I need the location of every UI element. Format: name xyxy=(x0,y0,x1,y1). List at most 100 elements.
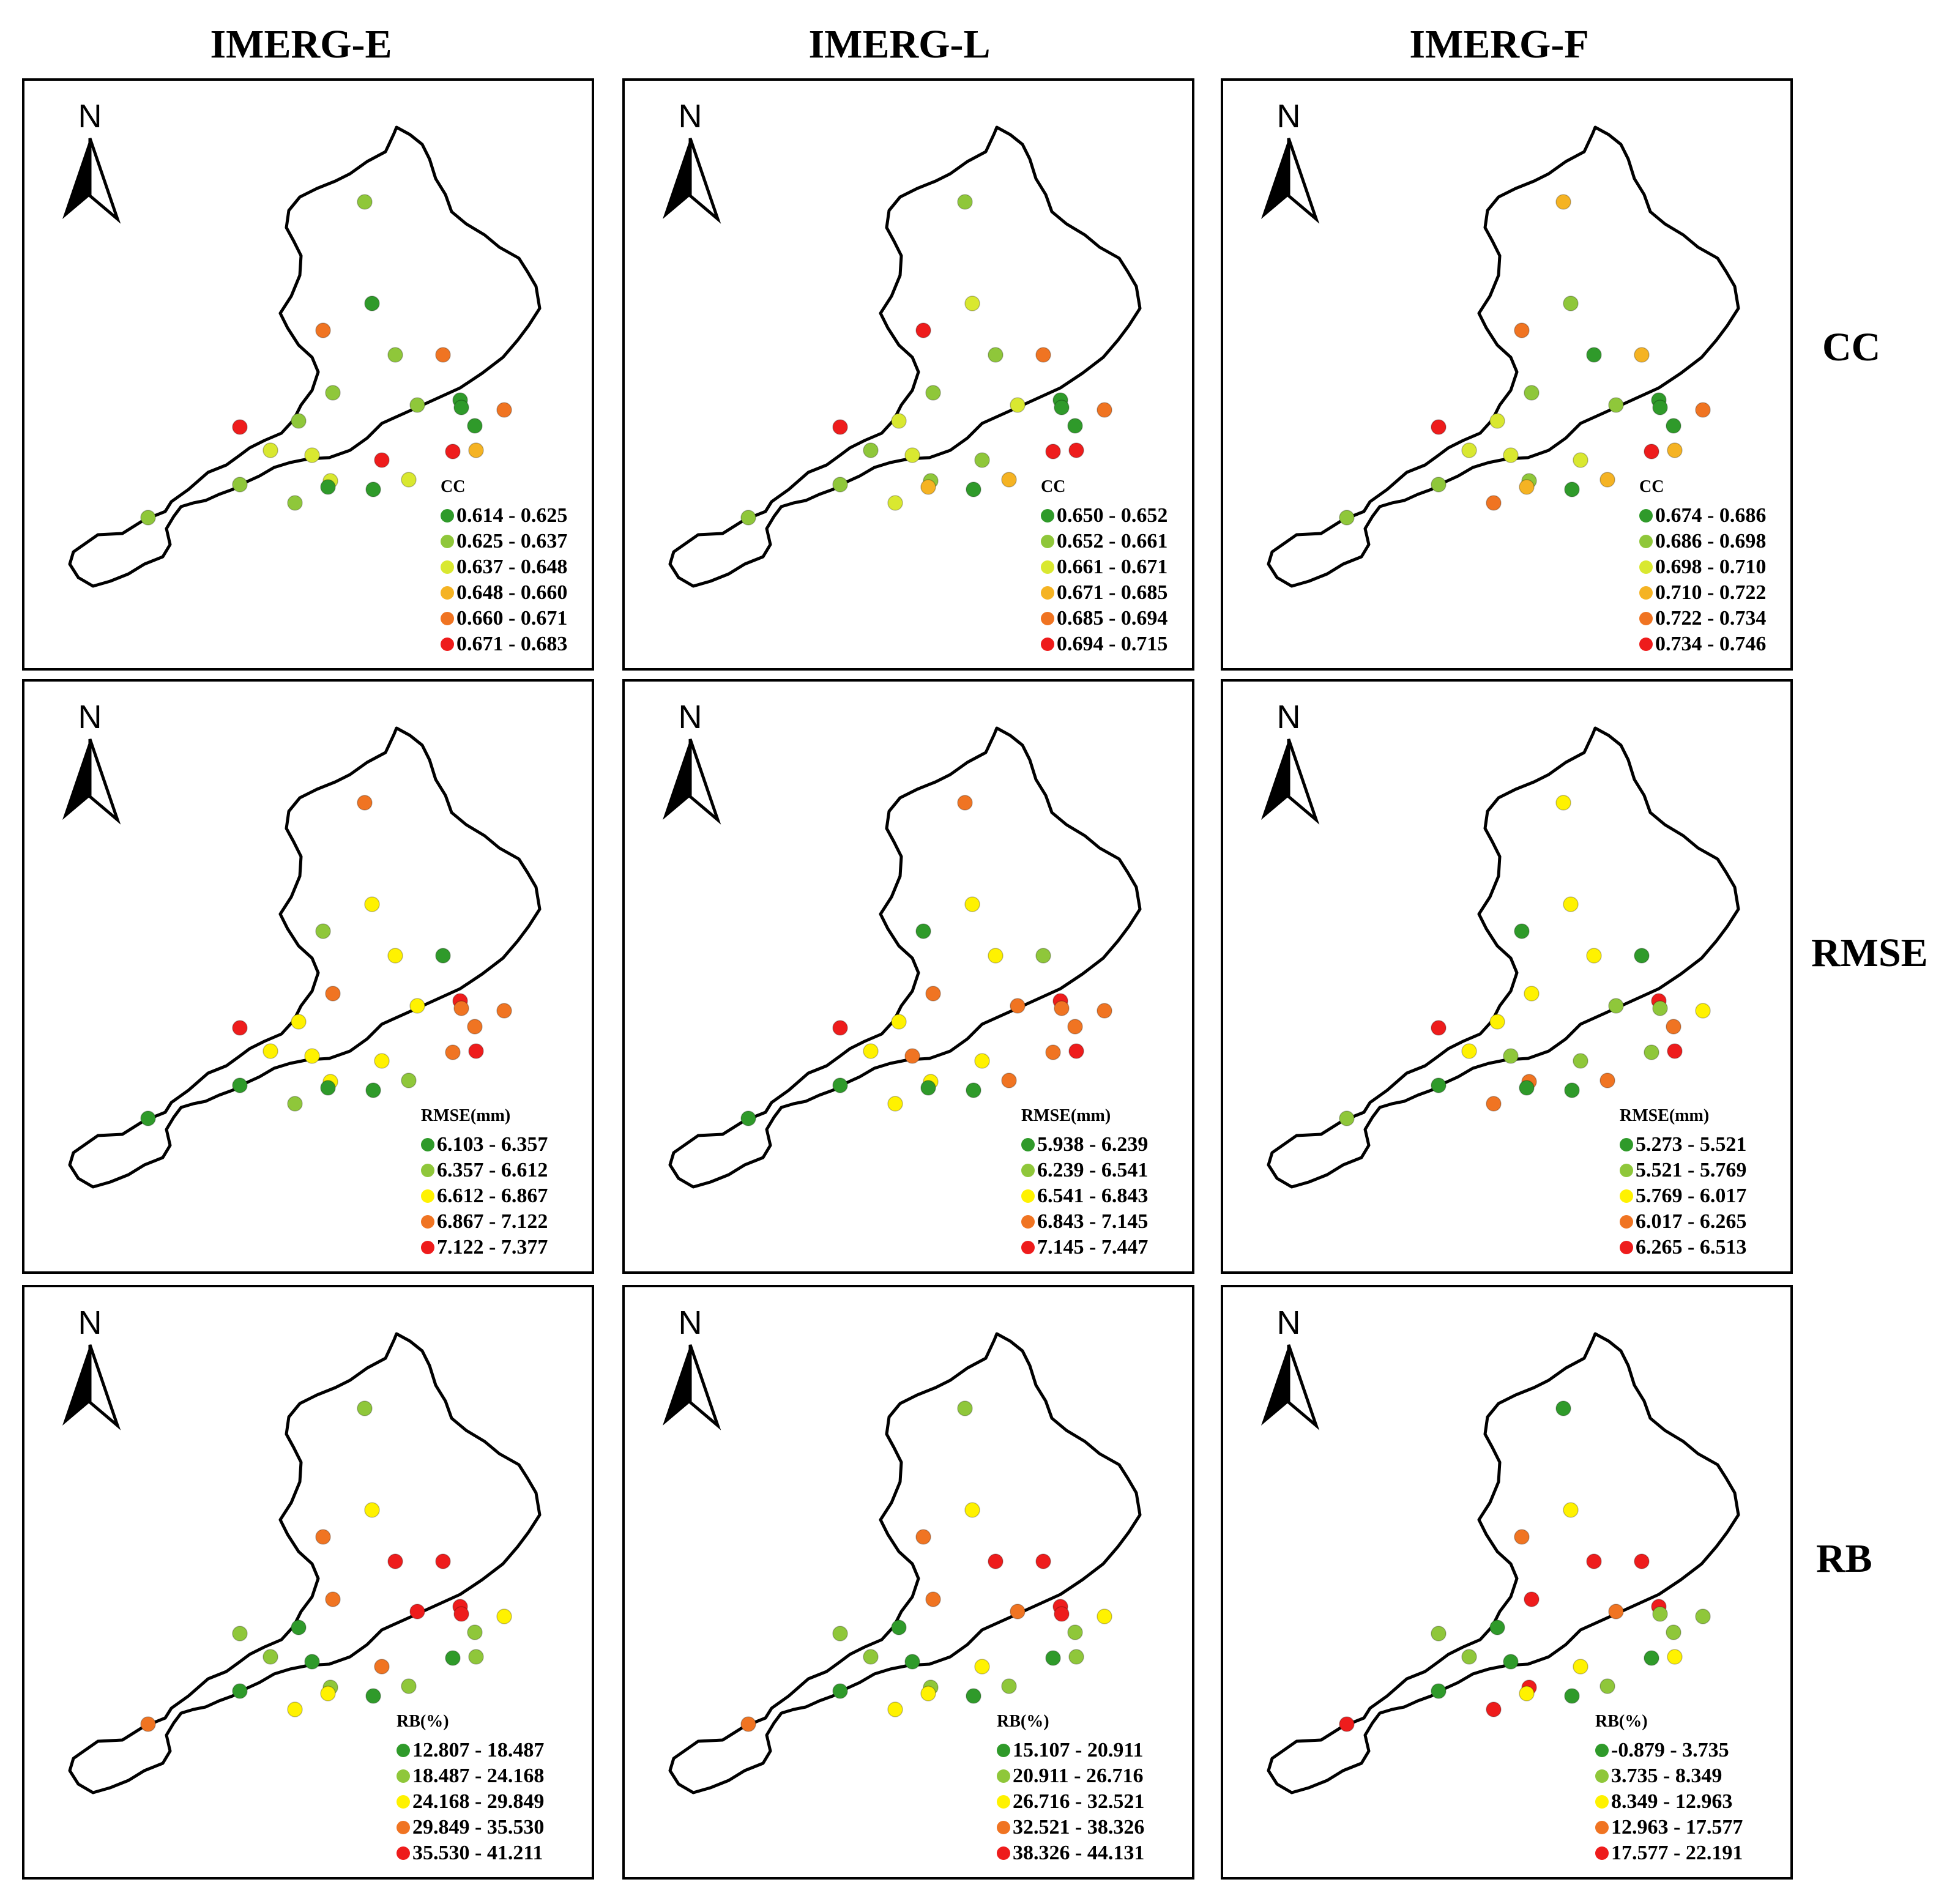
legend-label: 0.710 - 0.722 xyxy=(1655,581,1767,604)
legend-item: 0.694 - 0.715 xyxy=(1041,631,1167,657)
station-point xyxy=(232,1077,248,1093)
station-point xyxy=(1097,1608,1112,1624)
legend-label: 6.017 - 6.265 xyxy=(1636,1210,1747,1233)
station-point xyxy=(1431,419,1447,435)
legend-item: 0.625 - 0.637 xyxy=(441,529,567,554)
legend-swatch-icon xyxy=(1041,509,1054,522)
station-point xyxy=(832,477,848,493)
station-point xyxy=(374,452,390,468)
north-arrow-icon xyxy=(663,1344,721,1430)
station-point xyxy=(891,1620,907,1635)
station-point xyxy=(957,1400,973,1416)
station-point xyxy=(325,986,341,1002)
legend-label: 32.521 - 38.326 xyxy=(1013,1816,1145,1839)
legend-item: 6.239 - 6.541 xyxy=(1021,1158,1148,1183)
legend-swatch-icon xyxy=(1021,1241,1035,1254)
station-point xyxy=(325,385,341,401)
station-point xyxy=(1054,1606,1070,1622)
station-point xyxy=(1555,795,1571,811)
station-point xyxy=(1555,1400,1571,1416)
legend-swatch-icon xyxy=(1595,1846,1609,1860)
station-point xyxy=(1599,1678,1615,1694)
legend-title: CC xyxy=(441,477,466,496)
station-point xyxy=(445,1044,461,1060)
legend-swatch-icon xyxy=(1639,586,1653,600)
station-point xyxy=(1666,418,1681,434)
legend-label: 0.686 - 0.698 xyxy=(1655,530,1767,552)
station-point xyxy=(1461,1043,1477,1059)
north-arrow-icon xyxy=(663,138,721,224)
legend-item: 6.612 - 6.867 xyxy=(421,1183,548,1209)
legend-swatch-icon xyxy=(441,560,454,574)
legend-item: 6.843 - 7.145 xyxy=(1021,1209,1148,1235)
station-point xyxy=(1563,296,1579,311)
station-point xyxy=(1010,1604,1026,1620)
legend-item: 6.265 - 6.513 xyxy=(1620,1235,1746,1260)
station-point xyxy=(453,1000,469,1016)
station-point xyxy=(1431,1077,1447,1093)
station-point xyxy=(496,1003,512,1019)
station-point xyxy=(925,1591,941,1607)
basin-boundary xyxy=(668,125,1142,588)
legend: RMSE(mm) 5.273 - 5.521 5.521 - 5.769 5.769 … xyxy=(1620,1106,1746,1260)
legend-label: 12.963 - 17.577 xyxy=(1611,1816,1743,1839)
legend-title: RB(%) xyxy=(997,1712,1049,1731)
basin-boundary xyxy=(1267,125,1740,588)
station-point xyxy=(387,347,403,363)
legend-label: 5.769 - 6.017 xyxy=(1636,1184,1747,1207)
legend-label: 5.273 - 5.521 xyxy=(1636,1133,1747,1156)
legend-swatch-icon xyxy=(1041,586,1054,600)
legend-item: 38.326 - 44.131 xyxy=(997,1840,1144,1866)
station-point xyxy=(374,1659,390,1675)
station-point xyxy=(1644,1650,1659,1666)
station-point xyxy=(964,296,980,311)
station-point xyxy=(1514,923,1530,939)
station-point xyxy=(291,413,307,429)
legend-item: 8.349 - 12.963 xyxy=(1595,1789,1743,1815)
column-title-imerg-e: IMERG-E xyxy=(210,22,392,67)
basin-boundary xyxy=(668,726,1142,1189)
station-point xyxy=(232,477,248,493)
legend-swatch-icon xyxy=(997,1795,1010,1809)
basin-boundary xyxy=(68,1332,542,1794)
legend-label: 0.614 - 0.625 xyxy=(456,504,568,527)
basin-map xyxy=(68,726,542,1189)
legend: RB(%) -0.879 - 3.735 3.735 - 8.349 8.349 - … xyxy=(1595,1712,1743,1866)
north-arrow: N xyxy=(1255,700,1322,825)
station-point xyxy=(1608,397,1624,413)
station-point xyxy=(863,442,879,458)
legend-label: 6.843 - 7.145 xyxy=(1037,1210,1149,1233)
station-point xyxy=(315,322,331,338)
station-point xyxy=(232,1683,248,1699)
map-panel-rmse-imerg-l: N RMSE(mm) 5.938 - 6.239 6.239 - 6.541 6.541… xyxy=(622,679,1194,1274)
legend-item: 35.530 - 41.211 xyxy=(397,1840,544,1866)
station-point xyxy=(1431,1683,1447,1699)
legend-swatch-icon xyxy=(421,1215,434,1229)
legend-label: 24.168 - 29.849 xyxy=(412,1790,545,1813)
legend-label: 0.671 - 0.683 xyxy=(456,633,568,655)
station-point xyxy=(1586,347,1602,363)
station-point xyxy=(263,1649,278,1665)
station-point xyxy=(435,1553,451,1569)
station-point xyxy=(409,1604,425,1620)
basin-map xyxy=(68,1332,542,1794)
station-point xyxy=(1035,1553,1051,1569)
basin-boundary xyxy=(668,1332,1142,1794)
north-arrow-icon xyxy=(62,738,121,825)
station-point xyxy=(1563,1502,1579,1518)
station-point xyxy=(1001,472,1017,488)
north-label: N xyxy=(678,1304,702,1341)
station-point xyxy=(409,998,425,1014)
station-point xyxy=(988,948,1004,964)
legend-label: 6.103 - 6.357 xyxy=(437,1133,548,1156)
station-point xyxy=(904,447,920,463)
station-point xyxy=(291,1620,307,1635)
basin-map xyxy=(1267,726,1740,1189)
station-point xyxy=(374,1053,390,1069)
station-point xyxy=(287,1096,303,1112)
station-point xyxy=(445,444,461,459)
station-point xyxy=(740,1716,756,1732)
legend-swatch-icon xyxy=(997,1769,1010,1783)
station-point xyxy=(1652,1000,1668,1016)
station-point xyxy=(1514,322,1530,338)
